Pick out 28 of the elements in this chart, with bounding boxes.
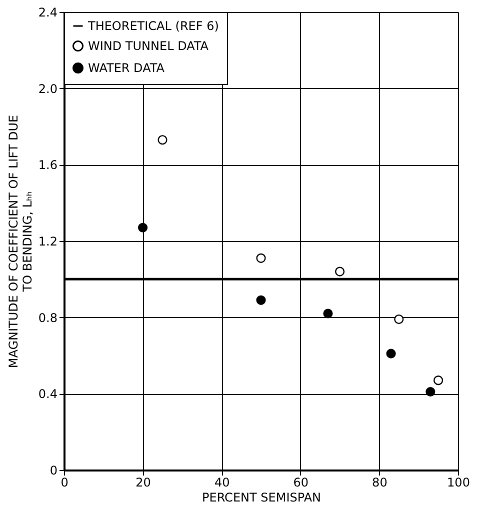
x-tick-label: 0 bbox=[60, 476, 68, 490]
y-tick-label: 1.2 bbox=[38, 234, 58, 248]
legend-label: THEORETICAL (REF 6) bbox=[87, 19, 219, 33]
point bbox=[426, 386, 436, 397]
x-tick-label: 20 bbox=[136, 476, 151, 490]
point bbox=[323, 308, 333, 318]
point bbox=[394, 314, 404, 324]
x-tick-label: 60 bbox=[293, 476, 309, 490]
legend-label: WIND TUNNEL DATA bbox=[88, 39, 210, 53]
legend-label: WATER DATA bbox=[88, 61, 166, 75]
y-tick-label: 0.4 bbox=[38, 387, 58, 402]
y-tick-label: 0.8 bbox=[38, 310, 58, 325]
point bbox=[158, 135, 168, 145]
x-axis-title: PERCENT SEMISPAN bbox=[202, 490, 322, 504]
y-tick-label: 1.6 bbox=[38, 158, 58, 172]
point bbox=[335, 266, 345, 276]
y-tick-label: 0 bbox=[50, 464, 58, 478]
x-tick-label: 100 bbox=[447, 476, 470, 490]
point bbox=[434, 376, 444, 386]
point bbox=[386, 348, 396, 358]
x-tick-label: 80 bbox=[372, 476, 388, 490]
y-tick-label: 2.4 bbox=[38, 6, 58, 20]
y-tick-label: 2.0 bbox=[38, 82, 58, 96]
point bbox=[256, 295, 266, 305]
y-axis-title: MAGNITUDE OF COEFFICIENT OF LIFT DUE TO BENDING, Lₕₕ bbox=[6, 114, 34, 368]
x-tick-label: 40 bbox=[214, 476, 230, 490]
point bbox=[138, 222, 148, 232]
point bbox=[256, 253, 266, 263]
